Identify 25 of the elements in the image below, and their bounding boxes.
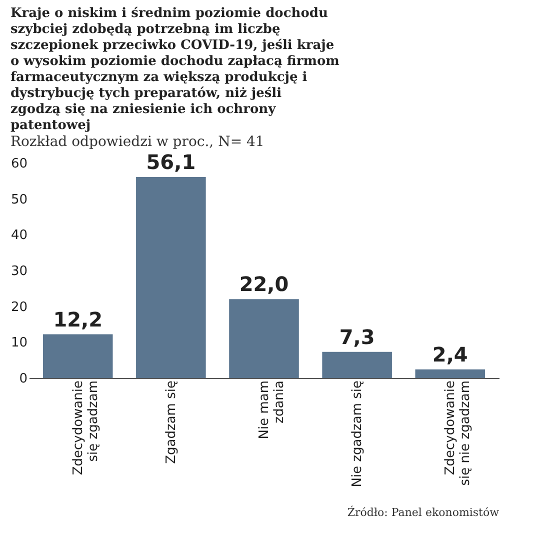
data-label: 56,1 — [146, 150, 196, 174]
bar — [229, 299, 299, 378]
bar — [322, 352, 392, 378]
chart-title: Kraje o niskim i średnim poziomie dochodu szybciej zdobędą potrzebną im liczbę szczepionek przeciwko COVID-19, jeśli kraje o wysokim poziomie dochodu zapłacą firmom farmaceutycznym za większą produkcję i dystrybucję tych preparatów, niż jeśli zgodzą się na zniesienie ich ochrony patentowej — [10, 6, 340, 133]
y-tick-label: 0 — [19, 372, 28, 386]
y-tick-label: 60 — [10, 156, 28, 172]
x-tick-label: Zdecydowanie się nie zgadzam — [443, 380, 474, 486]
x-tick-label: Nie zgadzam się — [350, 380, 366, 488]
y-tick-label: 20 — [10, 300, 28, 315]
bar — [415, 369, 486, 378]
x-tick-label: Zgadzam się — [164, 380, 179, 464]
y-tick-label: 30 — [10, 264, 28, 279]
chart-subtitle: Rozkład odpowiedzi w proc., N= 41 — [10, 134, 264, 150]
text: Źródło: Panel ekonomistów — [347, 505, 500, 519]
bar — [42, 334, 113, 378]
x-tick-label: Zdecydowanie się zgadzam — [70, 380, 101, 476]
bar — [136, 176, 206, 378]
data-label: 22,0 — [239, 272, 289, 296]
y-tick-label: 10 — [10, 336, 28, 351]
data-label: 7,3 — [339, 324, 375, 349]
x-tick-label: Nie mam zdania — [257, 380, 287, 440]
y-tick-label: 40 — [10, 228, 28, 244]
data-label: 2,4 — [432, 342, 468, 366]
y-tick-label: 50 — [10, 192, 28, 208]
data-label: 12,2 — [53, 307, 103, 332]
